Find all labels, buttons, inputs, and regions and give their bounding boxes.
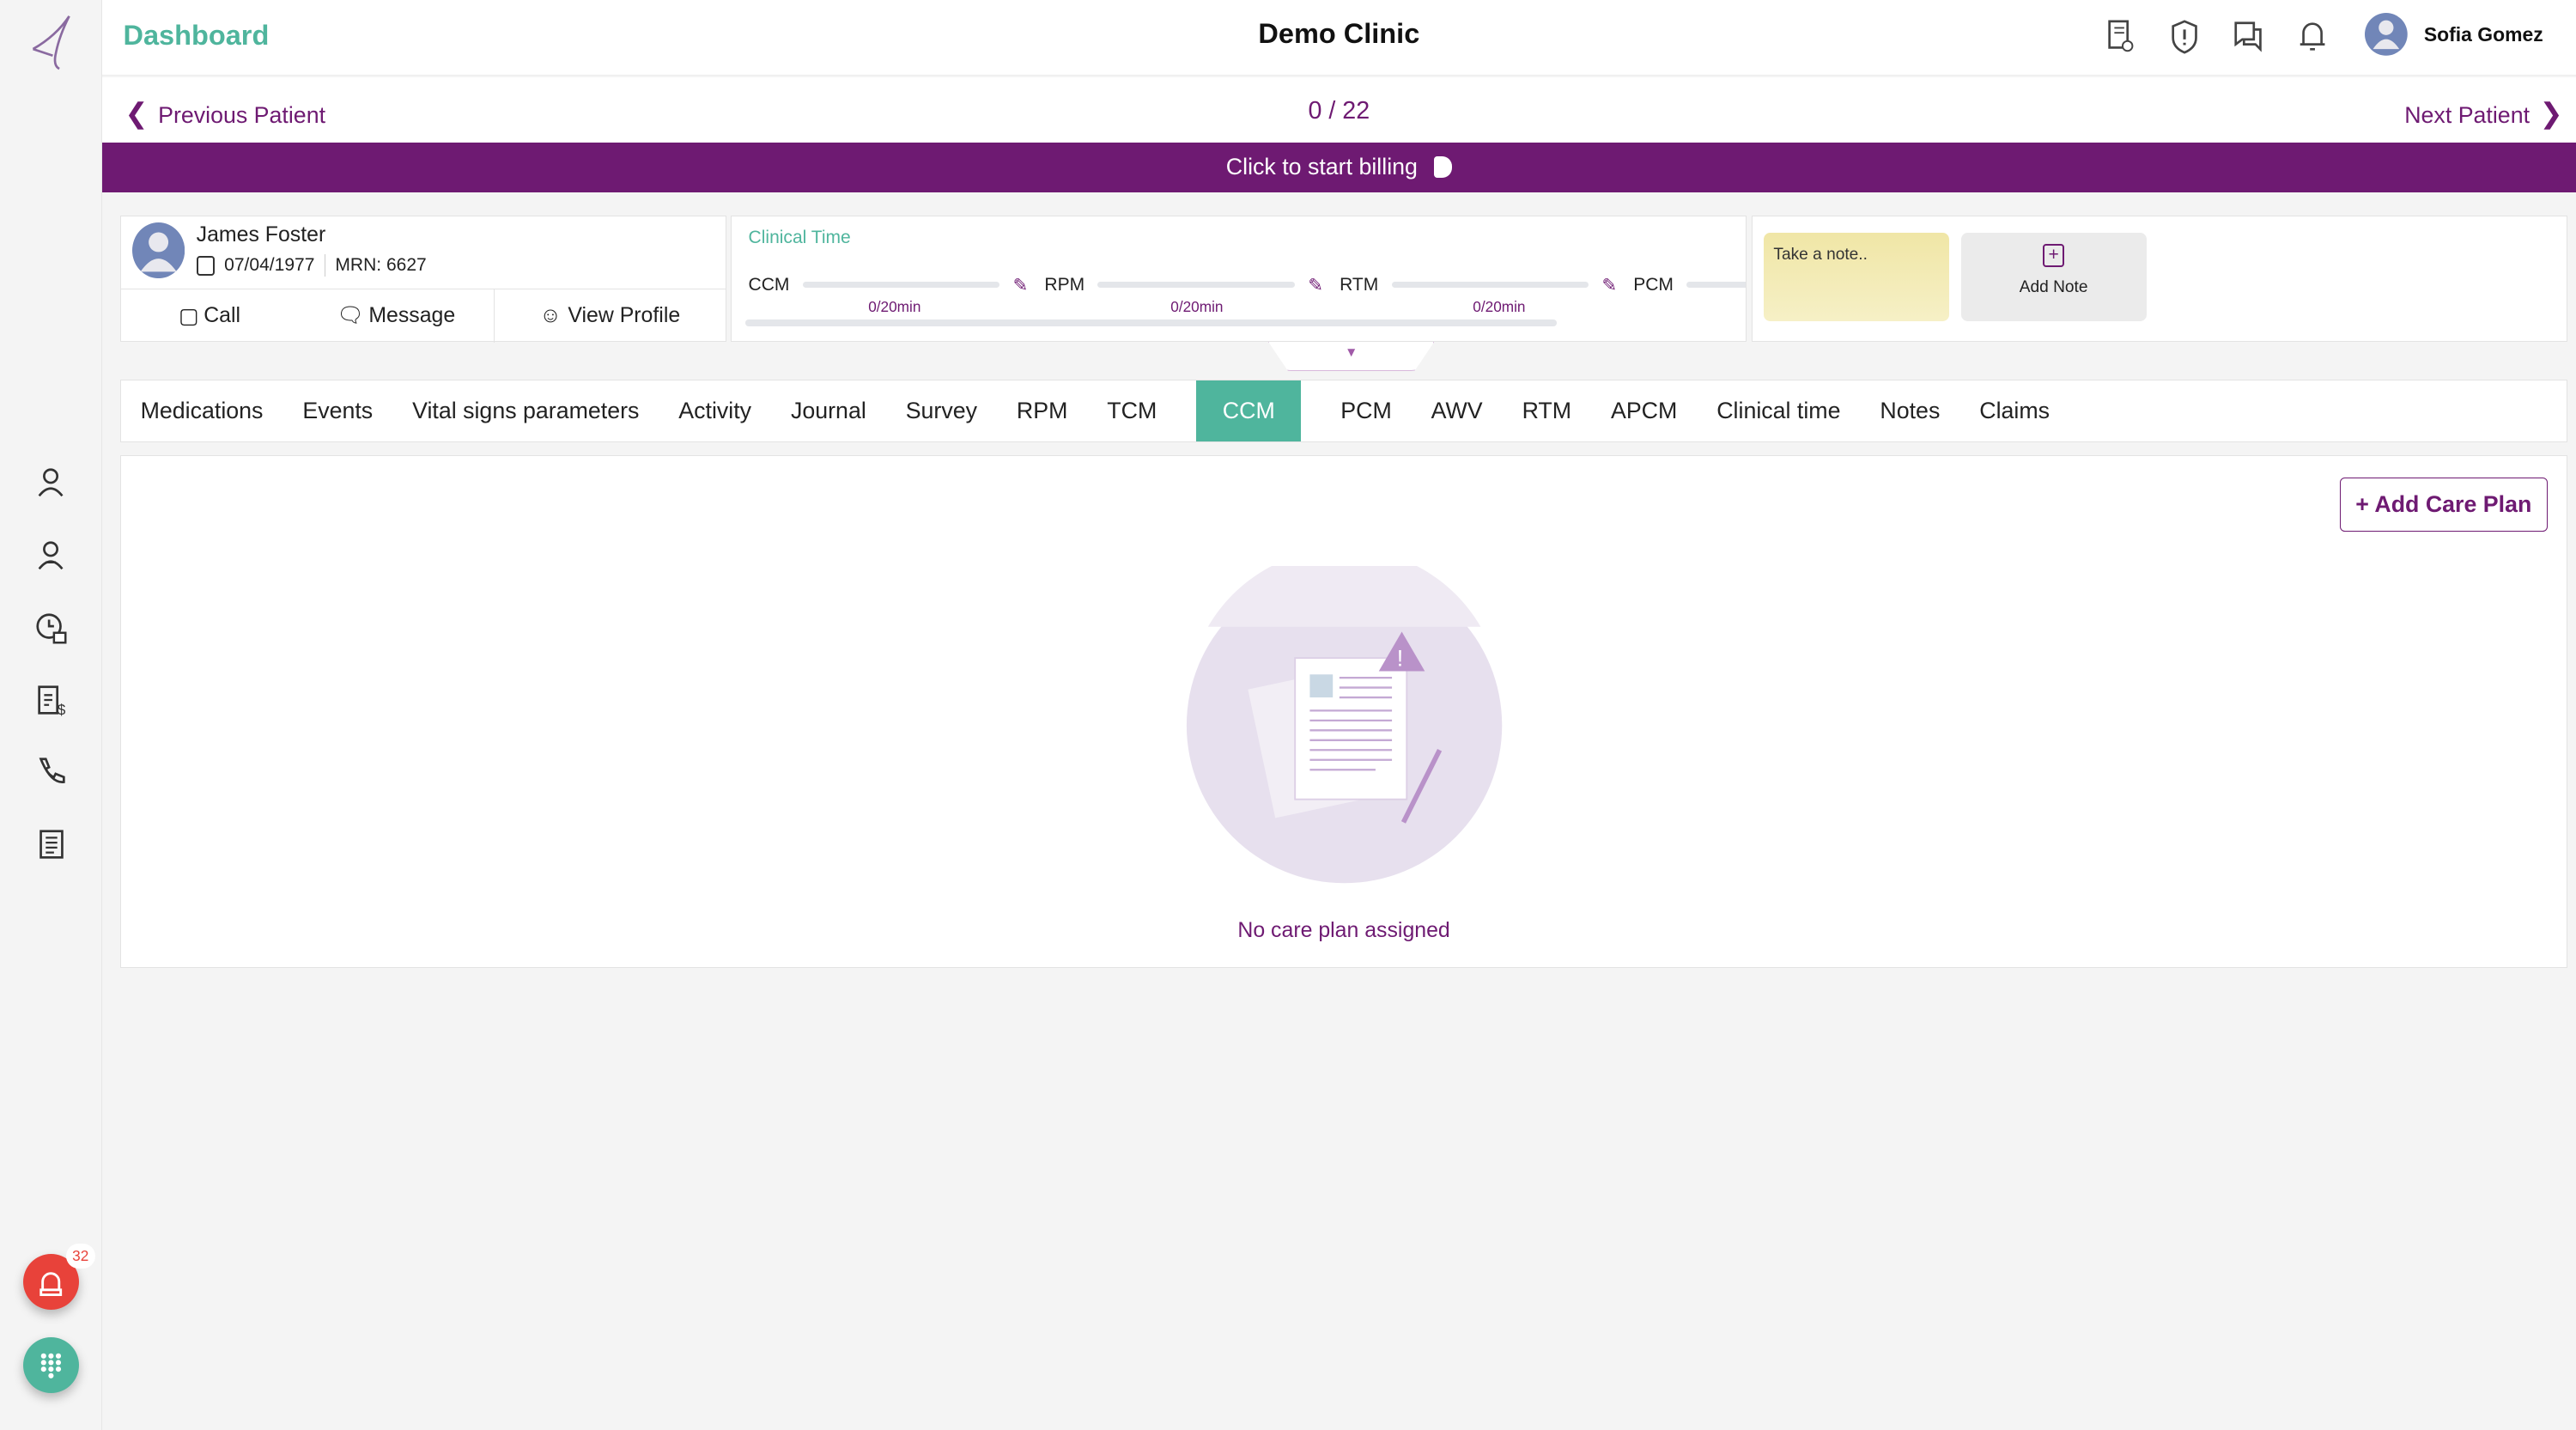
siren-icon [39, 1272, 63, 1297]
message-icon: 🗨 [337, 303, 364, 328]
billing-label: Click to start billing [1225, 154, 1418, 180]
tab-notes[interactable]: Notes [1880, 397, 1941, 423]
tab-claims[interactable]: Claims [1979, 397, 2050, 423]
patient-nav: ❮ Previous Patient 0 / 22 Next Patient ❯ [101, 76, 2576, 143]
rpm-progress [1097, 281, 1296, 289]
scrollbar[interactable] [744, 319, 1557, 326]
rpm-value: 0/20min [1170, 298, 1224, 316]
calendar-icon [196, 255, 215, 276]
video-icon: ▢ [179, 303, 199, 328]
plus-icon: + [2043, 244, 2065, 267]
pcm-progress [1686, 281, 1746, 289]
play-icon [1433, 156, 1452, 179]
next-patient-button[interactable]: Next Patient ❯ [2404, 97, 2563, 130]
time-lock-icon[interactable] [33, 610, 69, 646]
chat-icon[interactable] [2231, 18, 2265, 54]
phone-icon[interactable] [33, 754, 69, 790]
patient-card: James Foster 07/04/1977 MRN: 6627 ▢ Call … [119, 215, 726, 343]
logo-icon[interactable] [23, 13, 79, 72]
pcm-label: PCM [1633, 274, 1674, 295]
staff-icon[interactable] [33, 538, 69, 574]
billing-doc-icon[interactable]: $ [33, 682, 69, 718]
top-bar: Dashboard Demo Clinic Sofia Gomez [101, 0, 2576, 76]
bell-icon[interactable] [2295, 18, 2330, 54]
note-input[interactable]: Take a note.. [1763, 232, 1950, 322]
ccm-value: 0/20min [868, 298, 921, 316]
call-button[interactable]: ▢ Call [121, 289, 299, 343]
patient-avatar [132, 222, 185, 279]
alert-count-badge: 32 [65, 1244, 95, 1269]
dialpad-icon [40, 1353, 61, 1378]
add-care-plan-button[interactable]: + Add Care Plan [2340, 477, 2548, 532]
clinical-time-card: Clinical Time CCM ✎ RPM ✎ RTM ✎ PCM 0/20min… [731, 215, 1747, 342]
report-icon[interactable] [33, 826, 69, 862]
tab-pcm[interactable]: PCM [1340, 397, 1392, 423]
tab-vital-signs-parameters[interactable]: Vital signs parameters [412, 397, 640, 423]
empty-state-message: No care plan assigned [1237, 917, 1450, 942]
rtm-progress [1391, 281, 1589, 289]
previous-patient-button[interactable]: ❮ Previous Patient [125, 97, 325, 130]
patient-icon[interactable] [33, 465, 69, 501]
view-profile-label: View Profile [568, 303, 681, 328]
dashboard-link[interactable]: Dashboard [123, 19, 270, 51]
patient-dob: 07/04/1977 [224, 255, 315, 276]
rpm-label: RPM [1044, 274, 1085, 295]
tab-rpm[interactable]: RPM [1016, 397, 1068, 423]
rpm-edit-icon[interactable]: ✎ [1308, 275, 1323, 295]
patient-mrn: MRN: 6627 [335, 255, 427, 276]
call-label: Call [204, 303, 241, 328]
dialpad-button[interactable] [22, 1337, 79, 1394]
tab-tcm[interactable]: TCM [1107, 397, 1157, 423]
document-icon[interactable] [2103, 18, 2137, 54]
notes-card: Take a note.. + Add Note [1751, 215, 2568, 342]
user-name: Sofia Gomez [2423, 22, 2543, 46]
message-button[interactable]: 🗨 Message [298, 289, 493, 343]
clinical-time-title: Clinical Time [748, 228, 851, 248]
svg-text:!: ! [1397, 646, 1403, 672]
tab-medications[interactable]: Medications [140, 397, 264, 423]
tab-events[interactable]: Events [302, 397, 374, 423]
next-label: Next Patient [2404, 101, 2530, 128]
tab-apcm[interactable]: APCM [1610, 397, 1678, 423]
start-billing-button[interactable]: Click to start billing [101, 143, 2576, 192]
svg-text:$: $ [58, 701, 66, 718]
tab-ccm[interactable]: CCM [1196, 380, 1302, 441]
sidebar: $ 32 [0, 0, 102, 1430]
message-label: Message [368, 303, 456, 328]
patient-counter: 0 / 22 [1308, 96, 1370, 125]
avatar [2364, 13, 2408, 57]
rtm-value: 0/20min [1473, 298, 1526, 316]
add-note-button[interactable]: + Add Note [1960, 232, 2147, 322]
patient-name: James Foster [196, 222, 326, 247]
add-note-label: Add Note [2019, 278, 2088, 297]
tab-clinical-time[interactable]: Clinical time [1716, 397, 1841, 423]
chevron-down-icon: ▼ [1345, 344, 1358, 360]
ccm-progress [802, 281, 1000, 289]
tab-awv[interactable]: AWV [1431, 397, 1483, 423]
rtm-label: RTM [1340, 274, 1379, 295]
tab-journal[interactable]: Journal [790, 397, 866, 423]
ccm-label: CCM [748, 274, 790, 295]
alerts-button[interactable]: 32 [22, 1244, 95, 1310]
tab-activity[interactable]: Activity [678, 397, 752, 423]
view-profile-button[interactable]: ☺ View Profile [493, 289, 726, 343]
rtm-edit-icon[interactable]: ✎ [1601, 275, 1618, 295]
chevron-right-icon: ❯ [2539, 97, 2563, 129]
shield-alert-icon[interactable] [2167, 18, 2202, 54]
person-icon: ☺ [539, 303, 562, 328]
tab-survey[interactable]: Survey [905, 397, 977, 423]
chevron-left-icon: ❮ [125, 97, 149, 129]
care-plan-panel: + Add Care Plan ! No care plan assigned [119, 454, 2568, 968]
tab-rtm[interactable]: RTM [1522, 397, 1572, 423]
ccm-edit-icon[interactable]: ✎ [1012, 275, 1029, 295]
empty-document-illustration: ! [1187, 566, 1503, 884]
previous-label: Previous Patient [158, 101, 326, 128]
tab-bar: Medications Events Vital signs parameters A… [119, 379, 2568, 442]
expand-toggle[interactable]: ▼ [1268, 341, 1435, 372]
user-menu[interactable]: Sofia Gomez [2364, 13, 2543, 57]
